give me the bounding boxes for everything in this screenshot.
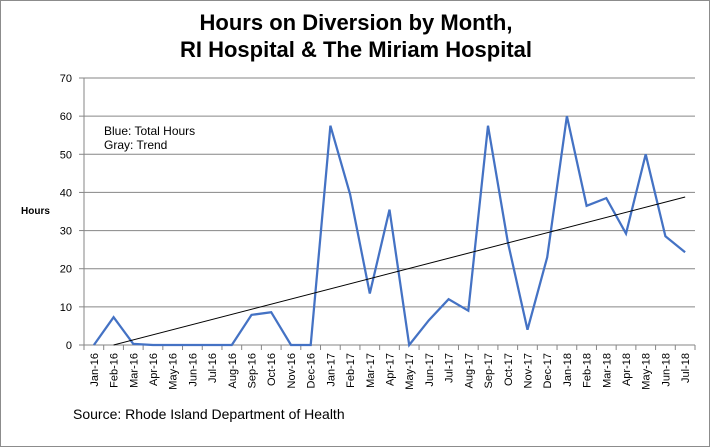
x-tick-label: Nov-17 <box>522 353 534 388</box>
y-tick-label: 50 <box>60 149 72 161</box>
y-tick-label: 70 <box>60 73 72 85</box>
x-tick-label: Aug-16 <box>227 353 239 388</box>
y-tick-label: 40 <box>60 187 72 199</box>
x-tick-label: Dec-17 <box>542 353 554 388</box>
x-tick-label: Jul-16 <box>207 353 219 383</box>
series-note: Blue: Total Hours Gray: Trend <box>104 124 195 152</box>
x-tick-label: May-16 <box>168 353 180 390</box>
x-tick-label: Sep-16 <box>247 353 259 388</box>
x-tick-label: Jan-16 <box>89 353 101 387</box>
x-tick-label: Jul-18 <box>680 353 692 383</box>
y-tick-label: 30 <box>60 226 72 238</box>
x-tick-label: Oct-16 <box>266 353 278 386</box>
x-tick-label: Apr-18 <box>621 353 633 386</box>
series-trend <box>113 196 686 346</box>
x-tick-label: Jun-17 <box>424 353 436 387</box>
chart-title: Hours on Diversion by Month, RI Hospital… <box>1 9 710 63</box>
x-tick-label: Apr-17 <box>385 353 397 386</box>
chart-title-line-2: RI Hospital & The Miriam Hospital <box>179 37 533 62</box>
note-blue: Blue: Total Hours <box>104 124 196 138</box>
source-note: Source: Rhode Island Department of Healt… <box>73 406 345 422</box>
chart-title-line-1: Hours on Diversion by Month, <box>199 10 513 35</box>
note-gray: Gray: Trend <box>104 138 168 152</box>
series-total-hours <box>92 115 686 348</box>
x-tick-label: Dec-16 <box>306 353 318 388</box>
x-tick-label: Feb-16 <box>109 353 121 388</box>
x-tick-label: Oct-17 <box>503 353 515 386</box>
x-tick-label: Jun-16 <box>187 353 199 387</box>
y-axis-title: Hours <box>21 206 50 217</box>
x-tick-label: Jul-17 <box>444 353 456 383</box>
x-tick-label: Mar-18 <box>601 353 613 388</box>
x-tick-label: Mar-16 <box>128 353 140 388</box>
x-tick-label: May-17 <box>404 353 416 390</box>
x-tick-label: Jun-18 <box>660 353 672 387</box>
x-tick-label: May-18 <box>641 353 653 390</box>
y-tick-label: 10 <box>60 302 72 314</box>
y-tick-label: 60 <box>60 111 72 123</box>
x-tick-label: Sep-17 <box>483 353 495 388</box>
x-tick-label: Apr-16 <box>148 353 160 386</box>
y-tick-label: 20 <box>60 264 72 276</box>
y-tick-label: 0 <box>66 340 72 352</box>
x-tick-label: Jan-18 <box>562 353 574 387</box>
x-tick-label: Mar-17 <box>365 353 377 388</box>
x-tick-label: Jan-17 <box>325 353 337 387</box>
x-tick-label: Aug-17 <box>463 353 475 388</box>
x-tick-label: Feb-18 <box>582 353 594 388</box>
x-tick-label: Feb-17 <box>345 353 357 388</box>
x-tick-label: Nov-16 <box>286 353 298 388</box>
